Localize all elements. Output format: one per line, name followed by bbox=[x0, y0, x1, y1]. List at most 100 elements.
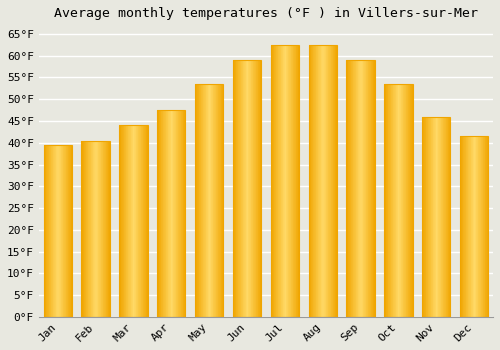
Bar bbox=[123, 125, 124, 317]
Bar bbox=[196, 84, 197, 317]
Bar bbox=[122, 125, 123, 317]
Bar bbox=[82, 141, 110, 317]
Bar bbox=[482, 136, 484, 317]
Bar bbox=[95, 141, 96, 317]
Bar bbox=[100, 141, 102, 317]
Bar bbox=[425, 117, 426, 317]
Bar bbox=[436, 117, 437, 317]
Bar bbox=[217, 84, 218, 317]
Bar bbox=[125, 125, 126, 317]
Bar bbox=[257, 60, 258, 317]
Bar bbox=[84, 141, 85, 317]
Bar bbox=[460, 136, 462, 317]
Bar bbox=[236, 60, 237, 317]
Bar bbox=[364, 60, 365, 317]
Bar bbox=[312, 45, 313, 317]
Bar bbox=[92, 141, 94, 317]
Bar bbox=[119, 125, 148, 317]
Bar bbox=[184, 110, 185, 317]
Bar bbox=[284, 45, 285, 317]
Bar bbox=[476, 136, 477, 317]
Bar bbox=[205, 84, 206, 317]
Bar bbox=[54, 145, 55, 317]
Bar bbox=[354, 60, 355, 317]
Bar bbox=[69, 145, 70, 317]
Bar bbox=[215, 84, 216, 317]
Bar bbox=[53, 145, 54, 317]
Bar bbox=[388, 84, 389, 317]
Bar bbox=[477, 136, 478, 317]
Bar bbox=[384, 84, 385, 317]
Bar bbox=[65, 145, 66, 317]
Bar bbox=[352, 60, 353, 317]
Bar bbox=[82, 141, 83, 317]
Bar bbox=[270, 45, 272, 317]
Bar bbox=[409, 84, 410, 317]
Bar bbox=[90, 141, 92, 317]
Bar bbox=[144, 125, 145, 317]
Bar bbox=[435, 117, 436, 317]
Bar bbox=[96, 141, 97, 317]
Bar bbox=[437, 117, 438, 317]
Bar bbox=[372, 60, 374, 317]
Bar bbox=[478, 136, 479, 317]
Bar bbox=[168, 110, 169, 317]
Bar bbox=[292, 45, 294, 317]
Bar bbox=[218, 84, 219, 317]
Bar bbox=[87, 141, 88, 317]
Bar bbox=[411, 84, 412, 317]
Bar bbox=[182, 110, 184, 317]
Bar bbox=[326, 45, 327, 317]
Bar bbox=[68, 145, 69, 317]
Bar bbox=[374, 60, 375, 317]
Bar bbox=[120, 125, 122, 317]
Bar bbox=[158, 110, 159, 317]
Bar bbox=[395, 84, 396, 317]
Bar bbox=[331, 45, 332, 317]
Bar bbox=[448, 117, 449, 317]
Bar bbox=[202, 84, 203, 317]
Bar bbox=[479, 136, 480, 317]
Bar bbox=[402, 84, 404, 317]
Bar bbox=[317, 45, 318, 317]
Bar bbox=[355, 60, 356, 317]
Bar bbox=[288, 45, 289, 317]
Bar bbox=[446, 117, 447, 317]
Bar bbox=[139, 125, 140, 317]
Bar bbox=[134, 125, 135, 317]
Bar bbox=[58, 145, 59, 317]
Bar bbox=[371, 60, 372, 317]
Bar bbox=[346, 60, 347, 317]
Bar bbox=[320, 45, 322, 317]
Bar bbox=[440, 117, 441, 317]
Bar bbox=[237, 60, 238, 317]
Bar bbox=[466, 136, 467, 317]
Bar bbox=[170, 110, 172, 317]
Bar bbox=[462, 136, 463, 317]
Bar bbox=[233, 60, 234, 317]
Bar bbox=[89, 141, 90, 317]
Bar bbox=[287, 45, 288, 317]
Bar bbox=[365, 60, 366, 317]
Bar bbox=[484, 136, 485, 317]
Bar bbox=[124, 125, 125, 317]
Bar bbox=[206, 84, 207, 317]
Bar bbox=[294, 45, 295, 317]
Bar bbox=[157, 110, 158, 317]
Bar bbox=[48, 145, 49, 317]
Bar bbox=[397, 84, 398, 317]
Bar bbox=[141, 125, 142, 317]
Bar bbox=[245, 60, 246, 317]
Bar bbox=[422, 117, 450, 317]
Bar bbox=[126, 125, 127, 317]
Bar bbox=[442, 117, 444, 317]
Bar bbox=[94, 141, 95, 317]
Bar bbox=[276, 45, 277, 317]
Bar bbox=[472, 136, 474, 317]
Bar bbox=[132, 125, 134, 317]
Bar bbox=[370, 60, 371, 317]
Bar bbox=[424, 117, 425, 317]
Bar bbox=[209, 84, 210, 317]
Bar bbox=[423, 117, 424, 317]
Bar bbox=[438, 117, 439, 317]
